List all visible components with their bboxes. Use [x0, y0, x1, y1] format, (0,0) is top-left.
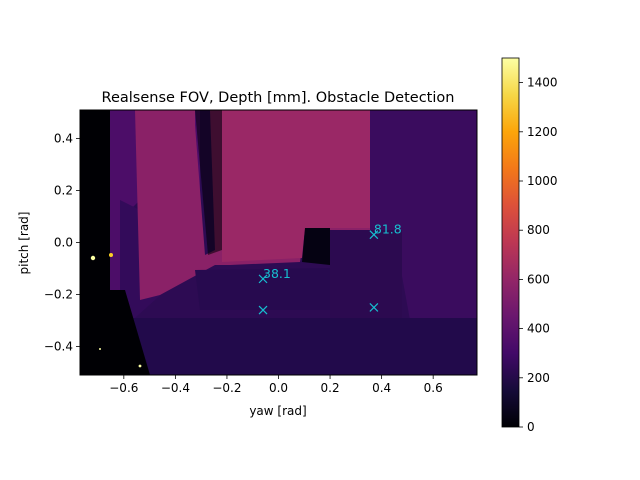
y-axis-label: pitch [rad]: [17, 212, 31, 275]
x-axis-label: yaw [rad]: [249, 404, 306, 418]
obstacle-marker-label: 38.1: [263, 266, 291, 281]
x-tick-label: 0.4: [372, 381, 391, 395]
colorbar-tick-label: 400: [527, 322, 550, 336]
obstacle-marker: [369, 303, 379, 312]
chart-title: Realsense FOV, Depth [mm]. Obstacle Dete…: [102, 90, 455, 106]
obstacle-marker: [258, 305, 268, 315]
colorbar-tick-label: 1400: [527, 76, 558, 90]
x-tick-label: 0.2: [321, 381, 340, 395]
x-tick-label: 0.6: [424, 381, 443, 395]
y-tick-label: −0.2: [44, 287, 73, 301]
obstacle-marker: [369, 230, 379, 240]
depth-heatmap: [80, 110, 477, 375]
y-tick-label: −0.4: [44, 339, 73, 353]
colorbar-tick-label: 1000: [527, 174, 558, 188]
colorbar-tick-label: 0: [527, 420, 535, 434]
colorbar-tick-label: 200: [527, 371, 550, 385]
colorbar-axis: 0 200 400 600 800 1000 1200 1400: [519, 76, 558, 434]
marker-layer: 38.1 81.8: [258, 222, 402, 315]
x-tick-label: 0.0: [269, 381, 288, 395]
x-axis: −0.6 −0.4 −0.2 0.0 0.2 0.4 0.6: [109, 375, 443, 395]
obstacle-marker-label: 81.8: [374, 222, 402, 237]
y-axis: 0.4 0.2 0.0 −0.2 −0.4: [44, 132, 80, 353]
y-tick-label: 0.4: [54, 132, 73, 146]
colorbar-tick-label: 1200: [527, 125, 558, 139]
colorbar-tick-label: 800: [527, 223, 550, 237]
y-tick-label: 0.2: [54, 184, 73, 198]
x-tick-label: −0.4: [161, 381, 190, 395]
y-tick-label: 0.0: [54, 236, 73, 250]
x-tick-label: −0.2: [212, 381, 241, 395]
x-tick-label: −0.6: [109, 381, 138, 395]
obstacle-marker: [258, 274, 268, 284]
colorbar: [501, 57, 520, 428]
colorbar-tick-label: 600: [527, 272, 550, 286]
